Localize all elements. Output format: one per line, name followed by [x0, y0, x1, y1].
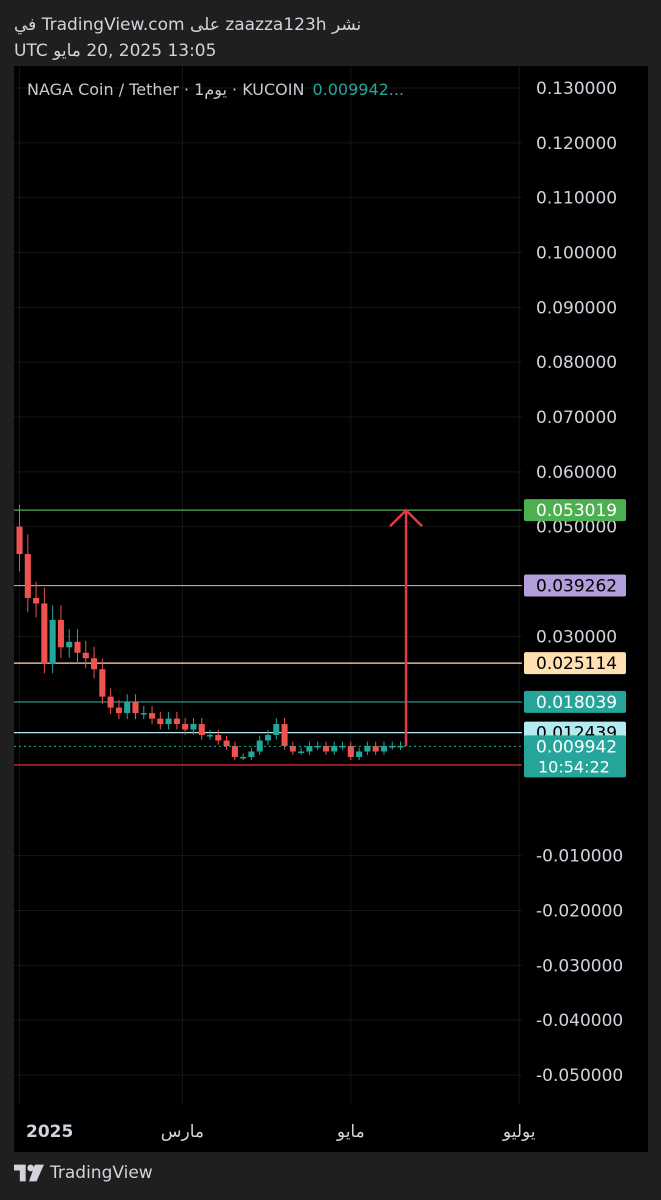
level-price-label: 0.018039 — [536, 693, 617, 713]
candle-body — [364, 746, 371, 752]
candle-body — [157, 718, 164, 725]
publish-info: نشر zaazza123h على TradingView.com في — [14, 15, 362, 35]
candle-body — [298, 751, 305, 753]
candle-body — [33, 597, 40, 604]
x-tick-label: مارس — [161, 1122, 204, 1142]
x-tick-label: مايو — [336, 1122, 365, 1142]
y-tick-label: 0.080000 — [536, 353, 617, 373]
candle-body — [356, 751, 363, 757]
y-tick-label: 0.090000 — [536, 298, 617, 318]
candle-body — [273, 724, 280, 736]
candle-body — [124, 702, 131, 714]
candle-body — [91, 658, 98, 670]
y-tick-label: 0.060000 — [536, 463, 617, 483]
chart-legend[interactable]: NAGA Coin / Tether · 1يوم · KUCOIN 0.0099… — [27, 80, 404, 99]
candle-body — [347, 746, 354, 757]
candle-body — [240, 756, 247, 759]
y-tick-label: 0.110000 — [536, 189, 617, 209]
current-price-label: 0.009942 — [536, 737, 617, 757]
candle-body — [331, 746, 338, 752]
y-tick-label: 0.130000 — [536, 79, 617, 99]
candle-body — [215, 735, 222, 741]
candle-body — [24, 554, 31, 598]
candle-body — [99, 669, 106, 697]
candle-body — [16, 526, 23, 555]
level-price-tag[interactable] — [524, 499, 626, 522]
level-price-tag[interactable] — [524, 690, 626, 713]
y-tick-label: 0.100000 — [536, 244, 617, 264]
candle-body — [57, 619, 64, 648]
candle-body — [115, 707, 122, 714]
tradingview-logo-icon — [14, 1164, 44, 1182]
candle-body — [223, 740, 230, 746]
candle-body — [173, 718, 180, 725]
candle-body — [140, 713, 147, 715]
level-price-label: 0.025114 — [536, 654, 617, 674]
legend-price: 0.009942... — [312, 80, 405, 99]
symbol-label: NAGA Coin / Tether · 1يوم · KUCOIN — [27, 80, 305, 99]
y-tick-label: 0.050000 — [536, 518, 617, 538]
candle-body — [82, 652, 89, 659]
countdown-label: 10:54:22 — [538, 757, 610, 776]
level-price-label: 0.039262 — [536, 577, 617, 597]
candle-body — [231, 746, 238, 757]
candle-body — [289, 746, 296, 752]
candle-body — [306, 746, 313, 752]
y-tick-label: 0.030000 — [536, 627, 617, 647]
chart-area[interactable] — [14, 66, 648, 1152]
y-tick-label: 0.070000 — [536, 408, 617, 428]
candle-body — [264, 735, 272, 741]
candle-body — [107, 696, 114, 708]
candle-body — [49, 619, 56, 664]
level-price-tag[interactable] — [524, 652, 626, 675]
candle-body — [149, 713, 156, 719]
y-tick-label: -0.040000 — [536, 1011, 623, 1031]
candle-body — [322, 746, 330, 752]
target-arrow-head[interactable] — [389, 508, 423, 528]
candle-body — [190, 724, 197, 730]
candle-body — [182, 724, 189, 730]
candle-body — [372, 746, 379, 752]
y-tick-label: 0.120000 — [536, 134, 617, 154]
y-tick-label: -0.050000 — [536, 1066, 623, 1086]
brand-name: TradingView — [50, 1163, 153, 1183]
candle-body — [66, 641, 73, 648]
candle-body — [339, 746, 346, 748]
candle-body — [206, 735, 214, 737]
current-price-tag[interactable] — [524, 735, 626, 778]
y-tick-label: -0.030000 — [536, 956, 623, 976]
y-tick-label: -0.020000 — [536, 902, 623, 922]
x-tick-label: يوليو — [502, 1122, 536, 1142]
candle-body — [41, 603, 48, 664]
x-tick-label: 2025 — [26, 1122, 73, 1142]
candle-body — [380, 746, 387, 752]
candle-body — [281, 724, 288, 746]
publish-date: 13:05 2025 ,20 مايو UTC — [14, 41, 217, 61]
footer-brand[interactable]: TradingView — [14, 1160, 153, 1186]
level-price-tag[interactable] — [524, 574, 626, 597]
level-price-label: 0.053019 — [536, 501, 617, 521]
candle-body — [248, 751, 255, 757]
candle-body — [389, 746, 396, 748]
candle-body — [74, 641, 81, 653]
candle-body — [198, 724, 205, 736]
candle-body — [165, 718, 172, 725]
y-tick-label: -0.010000 — [536, 847, 623, 867]
candle-body — [132, 702, 139, 714]
candle-body — [314, 746, 321, 748]
